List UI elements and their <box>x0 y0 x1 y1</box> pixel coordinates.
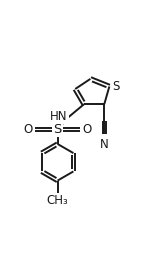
Text: S: S <box>53 123 62 136</box>
Text: CH₃: CH₃ <box>47 195 68 207</box>
Text: O: O <box>23 123 32 136</box>
Text: HN: HN <box>50 110 68 123</box>
Text: N: N <box>100 138 109 151</box>
Text: S: S <box>112 80 120 93</box>
Text: O: O <box>83 123 92 136</box>
